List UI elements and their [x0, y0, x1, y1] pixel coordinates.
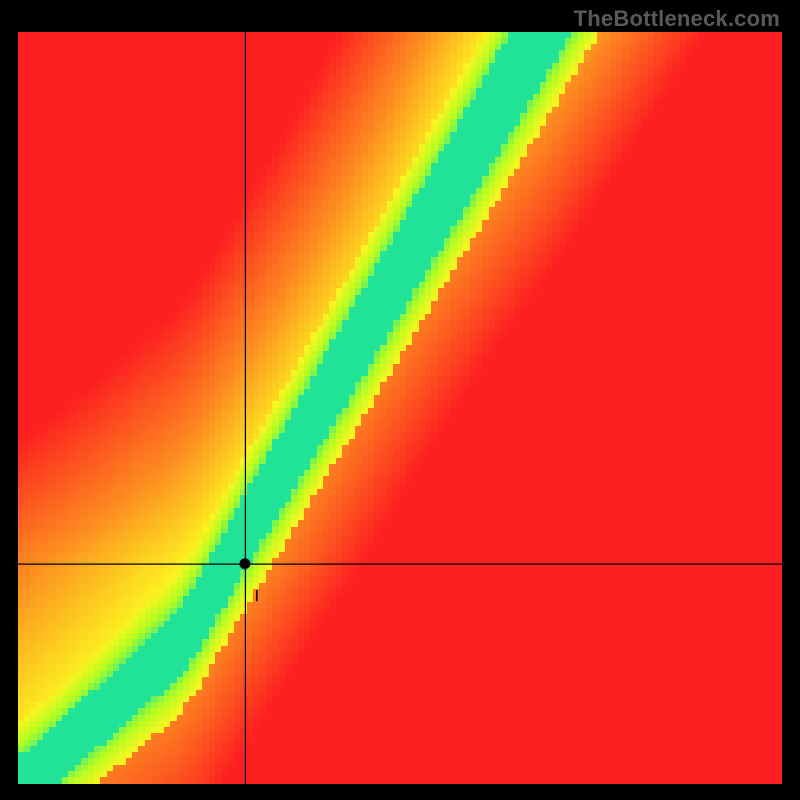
watermark-text: TheBottleneck.com — [574, 6, 780, 32]
heatmap-canvas — [18, 32, 782, 784]
bottleneck-heatmap — [18, 32, 782, 784]
